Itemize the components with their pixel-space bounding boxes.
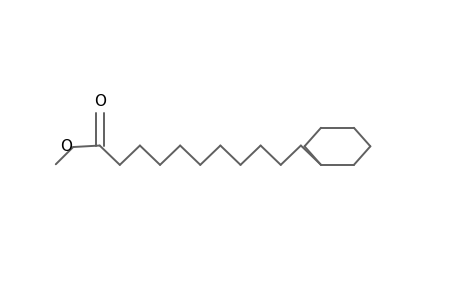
Text: O: O xyxy=(60,139,72,154)
Text: O: O xyxy=(94,94,106,109)
